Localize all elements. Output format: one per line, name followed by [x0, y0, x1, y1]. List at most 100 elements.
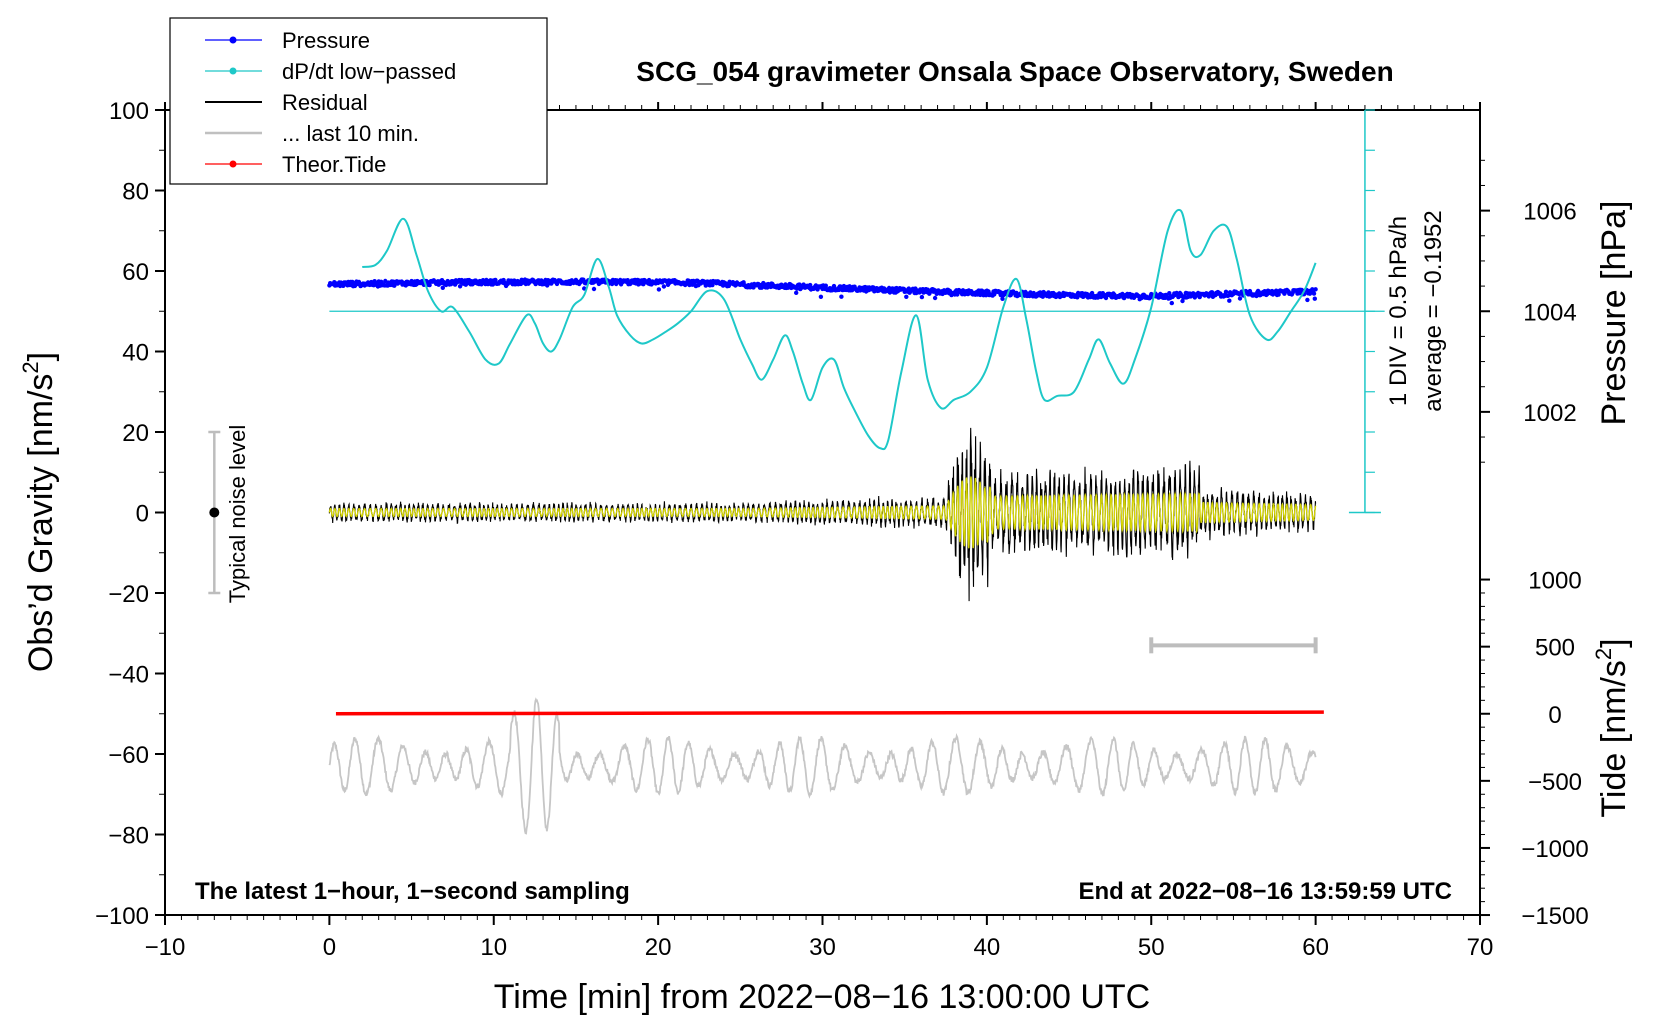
pressure-axis-ticks: 1002 1004 1006	[1480, 159, 1577, 463]
minor-ticks	[159, 105, 1465, 920]
pressure-point	[1312, 296, 1318, 301]
pressure-point	[1311, 291, 1317, 296]
pressure-point	[427, 282, 432, 288]
pressure-point	[490, 282, 496, 287]
residual-filtered-line	[328, 476, 1317, 549]
pressure-point	[823, 283, 828, 288]
pressure-point	[1000, 296, 1005, 301]
note-sampling: The latest 1−hour, 1−second sampling	[195, 878, 630, 905]
legend-label-tide: Theor.Tide	[282, 152, 386, 177]
pressure-point	[1227, 298, 1232, 303]
y-axis-label-left-end: ]	[22, 352, 60, 361]
dpdt-line	[362, 208, 1317, 451]
pressure-point	[661, 284, 667, 289]
tide-line	[335, 710, 1324, 716]
pressure-tick-label: 1006	[1523, 199, 1576, 226]
pressure-point	[1046, 290, 1051, 295]
noise-level-label: Typical noise level	[225, 425, 250, 604]
y-axis-label-left-main: Obs’d Gravity [nm/s	[22, 374, 60, 673]
dpdt-average-label: average = −0.1952	[1420, 210, 1447, 412]
pressure-point	[440, 285, 445, 290]
y-tick-label: 40	[122, 340, 149, 367]
pressure-tick-label: 1004	[1523, 299, 1576, 326]
tide-axis-label-sup: 2	[1591, 648, 1616, 660]
y-tick-label: −100	[95, 903, 149, 930]
pressure-tick-label: 1002	[1523, 400, 1576, 427]
tide-axis-ticks: 1000 500 0 −500 −1000 −1500	[1480, 568, 1589, 930]
legend-label-last10: ... last 10 min.	[282, 121, 419, 146]
x-tick-label: 40	[974, 934, 1001, 961]
pressure-point	[1040, 294, 1046, 299]
x-tick-label: 0	[323, 934, 336, 961]
tide-axis-label-main: Tide [nm/s	[1595, 660, 1633, 817]
pressure-point	[591, 286, 597, 292]
pressure-point	[1089, 290, 1095, 296]
pressure-point	[1276, 292, 1281, 297]
legend: Pressure dP/dt low−passed Residual ... l…	[169, 17, 548, 185]
tide-tick-label: −1500	[1521, 903, 1588, 930]
annotations	[208, 430, 1318, 654]
pressure-point	[919, 294, 925, 300]
tide-axis-label: Tide [nm/s2]	[1591, 638, 1633, 817]
tide-tick-label: −1000	[1521, 836, 1588, 863]
pressure-point	[838, 284, 843, 289]
pressure-point	[1169, 300, 1175, 306]
dpdt-div-label: 1 DIV = 0.5 hPa/h	[1385, 216, 1412, 406]
x-tick-label: 50	[1138, 934, 1165, 961]
pressure-point	[794, 290, 799, 295]
legend-marker-pressure	[229, 36, 237, 44]
pressure-point	[932, 295, 938, 301]
x-tick-label: 10	[480, 934, 507, 961]
legend-marker-tide	[229, 160, 237, 168]
pressure-point	[1223, 289, 1229, 294]
pressure-point	[1305, 297, 1310, 303]
y-tick-label: 80	[122, 179, 149, 206]
legend-label-dpdt: dP/dt low−passed	[282, 59, 456, 84]
residual-series	[328, 427, 1317, 602]
y-tick-label: 20	[122, 420, 149, 447]
pressure-series	[327, 277, 1318, 306]
pressure-point	[581, 277, 586, 282]
pressure-point	[1180, 298, 1185, 304]
last-10-min-series	[328, 697, 1317, 835]
pressure-point	[841, 283, 847, 289]
pressure-point	[836, 287, 842, 293]
x-tick-label: 60	[1302, 934, 1329, 961]
noise-level-center	[209, 507, 220, 518]
pressure-point	[493, 277, 498, 283]
y-tick-label: 100	[109, 98, 149, 125]
plot-frame	[164, 109, 1481, 916]
tide-axis-label-end: ]	[1595, 638, 1633, 647]
x-tick-label: 70	[1467, 934, 1494, 961]
y-tick-label: −80	[108, 823, 149, 850]
pressure-axis-label: Pressure [hPa]	[1595, 201, 1633, 426]
y-axis-label-left-sup: 2	[18, 361, 43, 373]
legend-marker-dpdt	[229, 67, 237, 75]
last-10-min-line	[328, 697, 1317, 835]
tide-tick-label: −500	[1528, 769, 1582, 796]
x-tick-label: 30	[809, 934, 836, 961]
dpdt-series	[362, 208, 1317, 451]
pressure-point	[794, 286, 800, 291]
y-axis-label-left: Obs’d Gravity [nm/s2]	[18, 352, 60, 672]
theoretical-tide-series	[335, 710, 1324, 716]
dpdt-scale-bar	[329, 109, 1385, 514]
x-tick-label: 20	[645, 934, 672, 961]
pressure-point	[457, 284, 463, 289]
pressure-point	[818, 294, 824, 299]
pressure-point	[839, 294, 844, 299]
x-axis-ticks: −10 0 10 20 30 40 50 60 70	[145, 102, 1494, 961]
y-tick-label: −20	[108, 581, 149, 608]
legend-label-pressure: Pressure	[282, 28, 370, 53]
pressure-point	[1237, 296, 1243, 301]
pressure-point	[703, 283, 708, 288]
y-axis-ticks: 100 80 60 40 20 0 −20 −40 −60 −80 −100	[95, 98, 165, 930]
chart-title: SCG_054 gravimeter Onsala Space Observat…	[636, 56, 1393, 87]
pressure-point	[646, 277, 652, 283]
x-axis-label: Time [min] from 2022−08−16 13:00:00 UTC	[494, 978, 1150, 1016]
tide-tick-label: 0	[1548, 702, 1561, 729]
note-end-time: End at 2022−08−16 13:59:59 UTC	[1078, 878, 1452, 905]
legend-label-residual: Residual	[282, 90, 368, 115]
tide-tick-label: 500	[1535, 635, 1575, 662]
